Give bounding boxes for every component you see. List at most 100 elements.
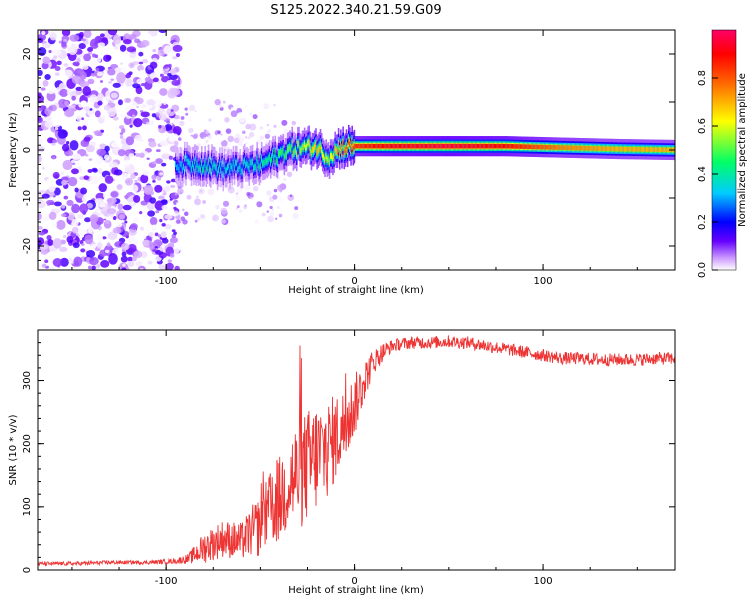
noise-blob <box>146 157 150 160</box>
ridge-segment <box>531 144 533 150</box>
noise-blob <box>38 200 46 209</box>
ridge-segment <box>644 147 646 152</box>
ridge-segment <box>662 147 664 153</box>
noise-blob <box>108 80 113 84</box>
noise-blob <box>172 56 177 60</box>
y-tick-label: -20 <box>22 238 33 254</box>
ridge-segment <box>479 143 481 149</box>
noise-blob <box>38 69 43 77</box>
ridge-segment <box>297 140 299 147</box>
ridge-segment <box>212 164 214 171</box>
noise-blob <box>227 135 235 143</box>
noise-blob <box>181 208 185 212</box>
ridge-segment <box>225 167 228 174</box>
noise-blob <box>222 100 226 104</box>
noise-blob <box>157 234 162 238</box>
noise-blob <box>149 61 158 69</box>
noise-blob <box>92 169 98 173</box>
noise-blob <box>90 243 97 249</box>
noise-blob <box>140 174 149 184</box>
ridge-segment <box>511 144 514 149</box>
noise-blob <box>127 260 135 268</box>
ridge-segment <box>545 144 548 150</box>
noise-blob <box>89 38 99 50</box>
noise-blob <box>53 187 61 196</box>
noise-blob <box>179 120 185 126</box>
ridge-segment <box>185 165 187 172</box>
noise-blob <box>48 104 57 112</box>
noise-blob <box>82 125 87 131</box>
noise-blob <box>98 203 106 208</box>
ridge-segment <box>256 155 258 162</box>
noise-blob <box>168 155 173 160</box>
noise-blob <box>129 184 139 193</box>
noise-blob <box>136 105 140 109</box>
noise-blob <box>103 54 112 62</box>
ridge-segment <box>526 144 529 150</box>
noise-blob <box>119 134 124 139</box>
ridge-segment <box>580 145 583 151</box>
noise-blob <box>51 139 58 144</box>
noise-blob <box>147 210 156 217</box>
noise-blob <box>100 260 110 268</box>
noise-blob <box>98 183 108 193</box>
noise-blob <box>274 178 281 185</box>
noise-blob <box>122 38 132 45</box>
ridge-segment <box>457 143 460 149</box>
noise-blob <box>129 33 137 40</box>
noise-blob <box>189 119 192 122</box>
ridge-segment <box>207 158 210 165</box>
ridge-segment <box>456 143 459 149</box>
ridge-segment <box>383 143 385 149</box>
noise-blob <box>264 140 269 145</box>
ridge-segment <box>249 159 252 166</box>
snr-y-label: SNR (10 * v/v) <box>8 414 19 485</box>
ridge-segment <box>464 143 467 149</box>
noise-blob <box>227 143 231 146</box>
ridge-segment <box>191 160 194 167</box>
ridge-segment <box>431 143 434 149</box>
noise-blob <box>77 213 84 219</box>
noise-blob <box>78 31 85 38</box>
ridge-segment <box>210 167 212 174</box>
noise-blob <box>217 130 221 134</box>
ridge-segment <box>475 143 478 149</box>
ridge-segment <box>428 143 430 149</box>
noise-blob <box>221 219 227 224</box>
ridge-segment <box>350 145 352 152</box>
ridge-segment <box>629 146 632 152</box>
noise-blob <box>79 81 90 88</box>
noise-blob <box>72 242 80 249</box>
ridge-segment <box>285 152 288 158</box>
ridge-segment <box>485 143 488 149</box>
ridge-segment <box>603 146 606 151</box>
ridge-segment <box>445 143 447 149</box>
y-tick-label: 20 <box>22 48 33 61</box>
noise-blob <box>270 118 275 124</box>
noise-blob <box>121 243 130 251</box>
ridge-segment <box>368 143 370 149</box>
ridge-segment <box>652 147 654 152</box>
noise-blob <box>281 119 288 126</box>
noise-blob <box>42 79 49 87</box>
noise-blob <box>290 110 297 117</box>
noise-blob <box>106 242 111 247</box>
ridge-segment <box>400 143 402 149</box>
noise-blob <box>77 126 82 131</box>
ridge-segment <box>489 143 491 149</box>
noise-blob <box>199 208 206 215</box>
noise-blob <box>279 189 283 193</box>
noise-blob <box>202 200 207 204</box>
ridge-segment <box>333 153 335 160</box>
ridge-segment <box>455 143 458 149</box>
ridge-segment <box>604 146 607 152</box>
noise-blob <box>161 205 168 210</box>
noise-blob <box>71 95 76 101</box>
noise-blob <box>173 231 177 235</box>
noise-blob <box>124 97 132 104</box>
ridge-segment <box>258 165 261 172</box>
noise-blob <box>40 87 46 91</box>
ridge-segment <box>310 150 313 157</box>
ridge-segment <box>222 171 225 178</box>
